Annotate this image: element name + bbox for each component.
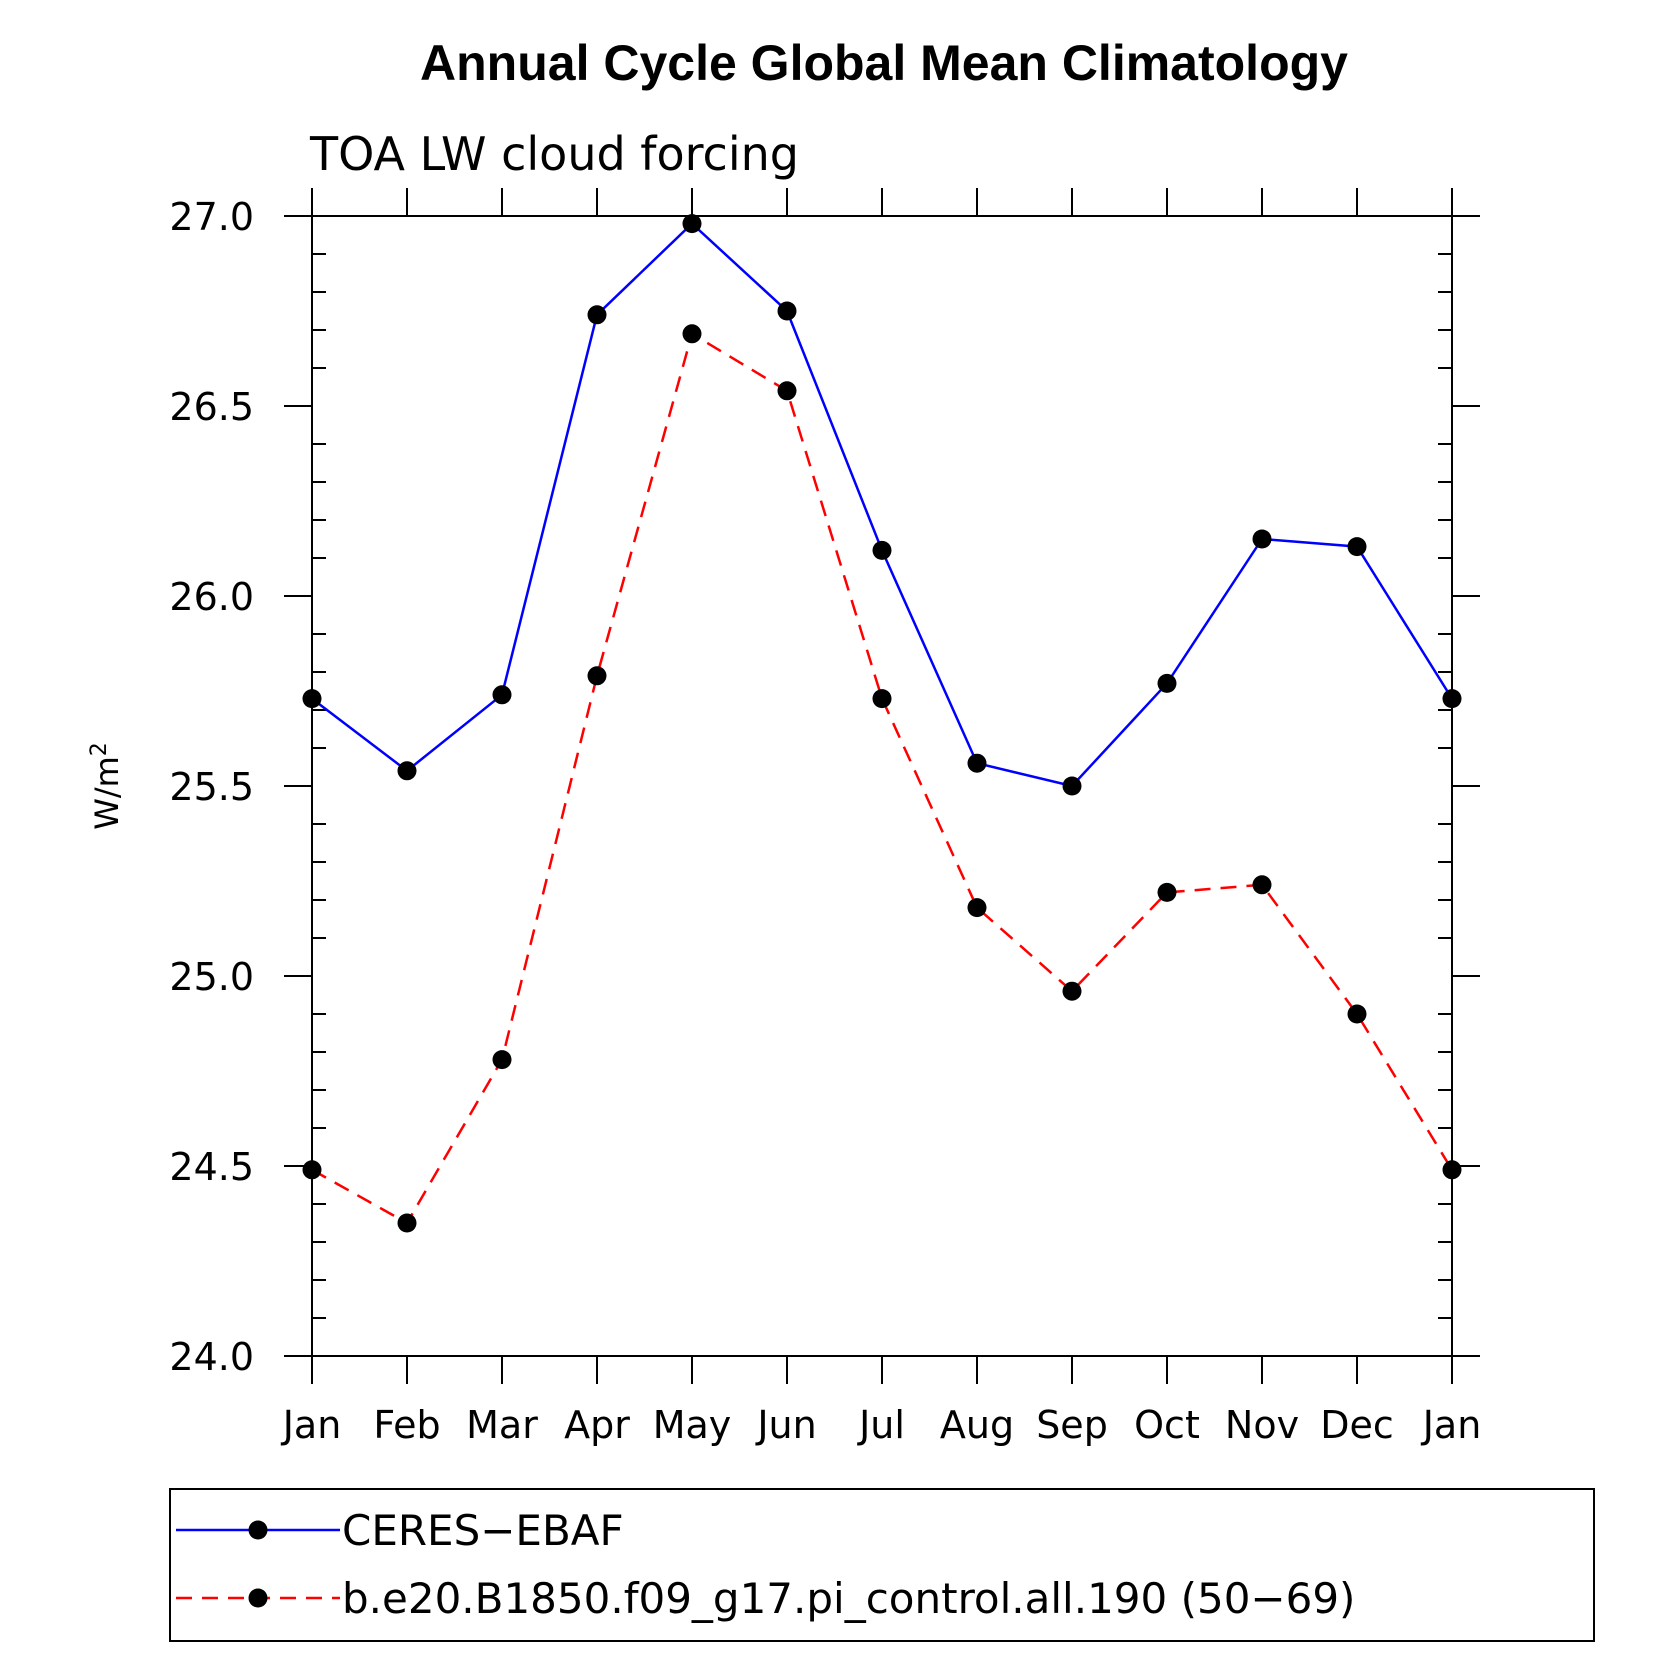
data-point: [1062, 776, 1082, 796]
data-point: [1252, 529, 1272, 549]
y-tick-label: 25.5: [169, 765, 254, 809]
tick-labels: Jan Feb Mar Apr May Jun Jul Aug Sep Oct Nov Dec Jan 2…: [169, 195, 1481, 1447]
x-tick-label: Apr: [564, 1403, 630, 1447]
series-markers: [302, 214, 1462, 1233]
x-tick-label: Sep: [1036, 1403, 1108, 1447]
data-point: [1062, 981, 1082, 1001]
legend-label-1: CERES−EBAF: [342, 1506, 624, 1555]
x-tick-label: Nov: [1225, 1403, 1299, 1447]
y-axis-label-text: W/m: [88, 756, 126, 830]
data-point: [1347, 1004, 1367, 1024]
x-tick-label: May: [653, 1403, 732, 1447]
y-tick-label: 27.0: [169, 195, 254, 239]
x-tick-label: Jul: [857, 1403, 905, 1447]
data-point: [1252, 875, 1272, 895]
y-tick-label: 25.0: [169, 955, 254, 999]
data-point: [587, 666, 607, 686]
legend-marker-2: [248, 1588, 268, 1608]
data-point: [492, 685, 512, 705]
data-point: [492, 1050, 512, 1070]
legend: CERES−EBAF b.e20.B1850.f09_g17.pi_control…: [169, 1488, 1595, 1642]
series-lines: [311, 221, 1454, 1225]
y-tick-label: 26.5: [169, 385, 254, 429]
legend-marker-1: [248, 1520, 268, 1540]
data-point: [967, 753, 987, 773]
y-tick-label: 26.0: [169, 575, 254, 619]
data-point: [777, 381, 797, 401]
data-point: [682, 324, 702, 344]
chart-subtitle: TOA LW cloud forcing: [309, 127, 799, 181]
y-tick-label: 24.0: [169, 1335, 254, 1379]
plot-frame: [311, 215, 1453, 1357]
data-point: [1157, 673, 1177, 693]
axes: [311, 215, 1453, 1357]
x-tick-label: Oct: [1134, 1403, 1200, 1447]
chart-title: Annual Cycle Global Mean Climatology: [420, 35, 1348, 91]
x-tick-label: Jan: [281, 1403, 342, 1447]
data-point: [967, 898, 987, 918]
data-point: [302, 1160, 322, 1180]
data-point: [1157, 882, 1177, 902]
legend-label-2: b.e20.B1850.f09_g17.pi_control.all.190 (…: [342, 1574, 1355, 1623]
legend-box: [169, 1488, 1595, 1642]
data-point: [1442, 1160, 1462, 1180]
series-line-2: [311, 331, 1454, 1225]
data-point: [397, 761, 417, 781]
x-tick-label: Jun: [755, 1403, 816, 1447]
x-tick-label: Jan: [1421, 1403, 1482, 1447]
y-axis-label: W/m2: [87, 742, 126, 830]
x-tick-label: Dec: [1320, 1403, 1394, 1447]
data-point: [1442, 689, 1462, 709]
legend-entries: CERES−EBAF b.e20.B1850.f09_g17.pi_control…: [176, 1506, 1355, 1623]
x-tick-label: Aug: [940, 1403, 1014, 1447]
data-point: [777, 301, 797, 321]
data-point: [682, 214, 702, 234]
data-point: [397, 1213, 417, 1233]
data-point: [872, 689, 892, 709]
x-tick-label: Mar: [466, 1403, 538, 1447]
ticks: [284, 188, 1480, 1384]
y-tick-label: 24.5: [169, 1145, 254, 1189]
y-axis-label-superscript: 2: [87, 742, 112, 756]
data-point: [302, 689, 322, 709]
x-tick-label: Feb: [373, 1403, 440, 1447]
data-point: [872, 540, 892, 560]
data-point: [587, 305, 607, 325]
data-point: [1347, 537, 1367, 557]
